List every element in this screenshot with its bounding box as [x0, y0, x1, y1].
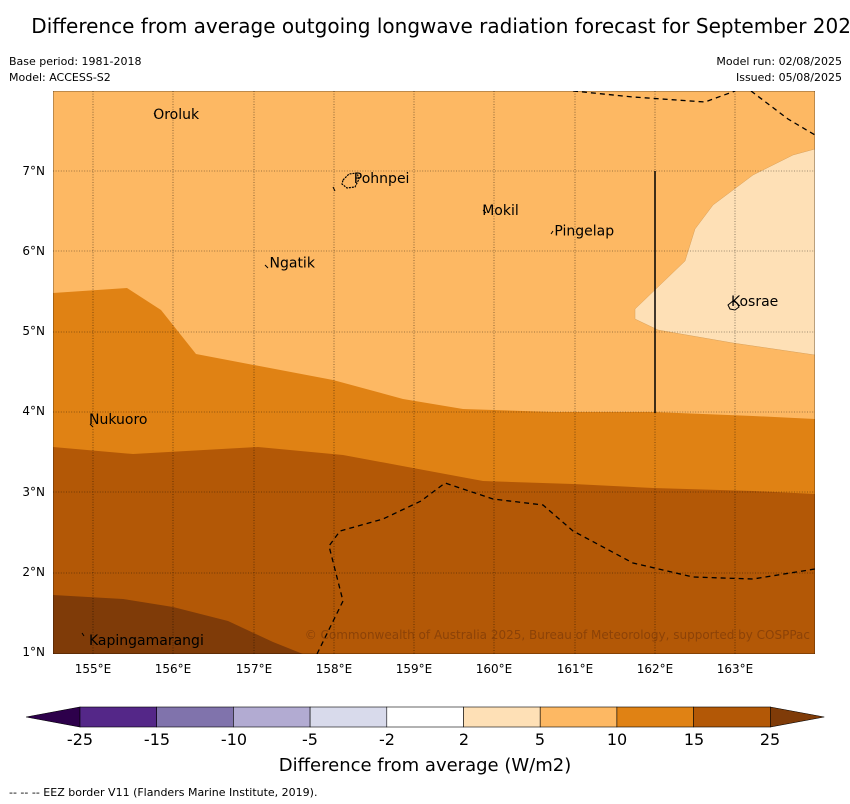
colorbar-tick: -2 — [379, 730, 395, 749]
lon-label: 158°E — [315, 662, 353, 676]
lat-label: 3°N — [22, 485, 45, 499]
model-name: Model: ACCESS-S2 — [9, 71, 111, 84]
forecast-map[interactable]: Oroluk Pohnpei Mokil Pingelap Ngatik Kosrae Nu… — [53, 91, 815, 654]
pohnpei-island — [341, 172, 360, 189]
colorbar-tick: -25 — [66, 730, 94, 749]
colorbar-tick: -15 — [143, 730, 171, 749]
colorbar-tick: 10 — [606, 730, 628, 749]
colorbar-under-arrow — [26, 706, 81, 728]
colorbar-over-arrow — [769, 706, 825, 728]
eez-footnote: -- -- -- EEZ border V11 (Flanders Marine… — [9, 786, 318, 799]
chart-title: Difference from average outgoing longwav… — [31, 14, 850, 38]
band-over-25 — [53, 595, 303, 654]
colorbar-tick: -5 — [302, 730, 318, 749]
colorbar-title: Difference from average (W/m2) — [278, 755, 572, 776]
model-run: Model run: 02/08/2025 — [716, 55, 842, 68]
place-labels: Oroluk Pohnpei Mokil Pingelap Ngatik Kosrae Nu… — [89, 107, 778, 649]
meta-left: Base period: 1981-2018 Model: ACCESS-S2 — [9, 54, 141, 86]
meta-right: Model run: 02/08/2025 Issued: 05/08/2025 — [716, 54, 842, 86]
lat-label: 1°N — [22, 645, 45, 659]
colorbar-tick: 25 — [759, 730, 781, 749]
eez-border — [316, 91, 815, 654]
lon-label: 157°E — [235, 662, 273, 676]
colorbar-tick: 15 — [683, 730, 705, 749]
colorbar-segment — [309, 706, 388, 728]
lat-label: 6°N — [22, 244, 45, 258]
place-label-oroluk: Oroluk — [153, 107, 200, 123]
colorbar-segment — [693, 706, 771, 728]
colorbar-segment — [463, 706, 541, 728]
lon-label: 163°E — [716, 662, 754, 676]
colorbar-tick: 2 — [458, 730, 470, 749]
place-label-kosrae: Kosrae — [731, 294, 778, 310]
colorbar-tick: -10 — [220, 730, 248, 749]
lon-label: 159°E — [395, 662, 433, 676]
lon-label: 161°E — [556, 662, 594, 676]
island-mark — [332, 186, 336, 192]
lon-label: 160°E — [475, 662, 513, 676]
place-label-kapingamarangi: Kapingamarangi — [89, 633, 204, 649]
base-period: Base period: 1981-2018 — [9, 55, 142, 68]
colorbar-segment — [156, 706, 234, 728]
colorbar — [26, 706, 825, 728]
colorbar-segment — [386, 706, 464, 728]
colorbar-segment — [616, 706, 694, 728]
colorbar-segment — [539, 706, 618, 728]
colorbar-segment — [79, 706, 157, 728]
lon-label: 155°E — [74, 662, 112, 676]
band-2-5 — [634, 148, 815, 356]
lon-label: 162°E — [636, 662, 674, 676]
lat-label: 5°N — [22, 324, 45, 338]
band-15-25 — [53, 447, 815, 654]
copyright: © Commonwealth of Australia 2025, Bureau… — [305, 628, 810, 642]
lon-label: 156°E — [154, 662, 192, 676]
place-label-mokil: Mokil — [482, 203, 519, 219]
colorbar-segment — [233, 706, 311, 728]
place-label-nukuoro: Nukuoro — [89, 412, 147, 428]
lat-label: 2°N — [22, 565, 45, 579]
atoll-marks — [81, 112, 554, 637]
place-label-pingelap: Pingelap — [554, 223, 614, 239]
place-label-ngatik: Ngatik — [270, 255, 316, 271]
issued-date: Issued: 05/08/2025 — [735, 71, 842, 84]
lat-label: 4°N — [22, 404, 45, 418]
colorbar-tick: 5 — [534, 730, 546, 749]
kosrae-island — [727, 300, 740, 311]
lat-label: 7°N — [22, 164, 45, 178]
place-label-pohnpei: Pohnpei — [354, 171, 410, 187]
